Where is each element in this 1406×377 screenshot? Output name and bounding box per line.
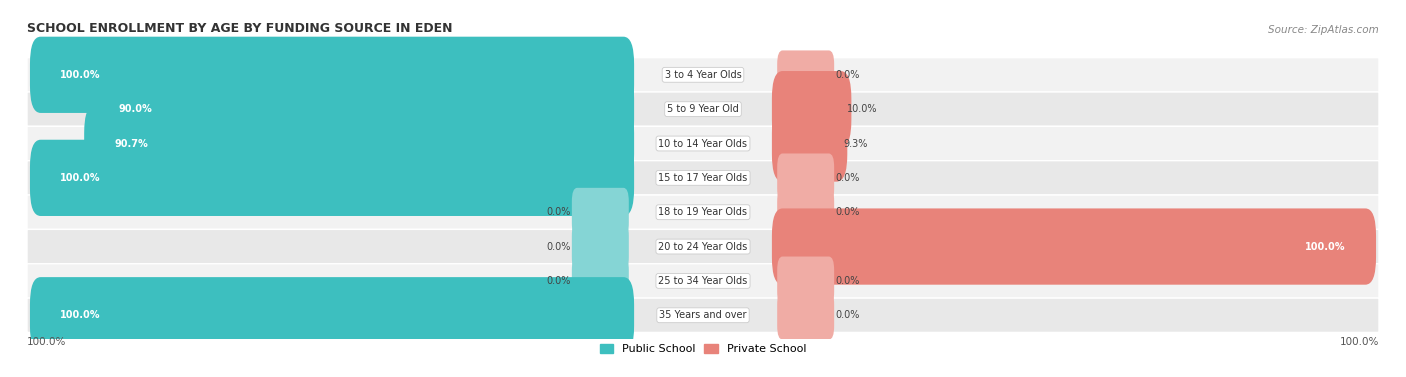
FancyBboxPatch shape <box>30 277 634 353</box>
Text: 100.0%: 100.0% <box>60 310 101 320</box>
FancyBboxPatch shape <box>27 195 1379 229</box>
FancyBboxPatch shape <box>572 222 628 271</box>
Text: 100.0%: 100.0% <box>60 70 101 80</box>
Text: 0.0%: 0.0% <box>835 310 860 320</box>
FancyBboxPatch shape <box>27 92 1379 126</box>
Text: 10.0%: 10.0% <box>848 104 877 114</box>
FancyBboxPatch shape <box>27 126 1379 161</box>
Text: 5 to 9 Year Old: 5 to 9 Year Old <box>666 104 740 114</box>
Text: 90.7%: 90.7% <box>115 138 149 149</box>
FancyBboxPatch shape <box>27 229 1379 264</box>
FancyBboxPatch shape <box>84 106 634 182</box>
FancyBboxPatch shape <box>772 71 852 147</box>
FancyBboxPatch shape <box>30 37 634 113</box>
Text: 20 to 24 Year Olds: 20 to 24 Year Olds <box>658 242 748 251</box>
FancyBboxPatch shape <box>89 71 634 147</box>
Text: 100.0%: 100.0% <box>1305 242 1346 251</box>
Text: 3 to 4 Year Olds: 3 to 4 Year Olds <box>665 70 741 80</box>
FancyBboxPatch shape <box>778 153 834 202</box>
Text: SCHOOL ENROLLMENT BY AGE BY FUNDING SOURCE IN EDEN: SCHOOL ENROLLMENT BY AGE BY FUNDING SOUR… <box>27 22 453 35</box>
Text: Source: ZipAtlas.com: Source: ZipAtlas.com <box>1268 25 1379 35</box>
FancyBboxPatch shape <box>778 291 834 340</box>
FancyBboxPatch shape <box>27 298 1379 333</box>
Text: 0.0%: 0.0% <box>546 207 571 217</box>
Text: 0.0%: 0.0% <box>835 70 860 80</box>
FancyBboxPatch shape <box>27 58 1379 92</box>
Text: 100.0%: 100.0% <box>27 337 66 346</box>
FancyBboxPatch shape <box>772 106 848 182</box>
Text: 90.0%: 90.0% <box>118 104 152 114</box>
Text: 18 to 19 Year Olds: 18 to 19 Year Olds <box>658 207 748 217</box>
Text: 9.3%: 9.3% <box>844 138 868 149</box>
FancyBboxPatch shape <box>572 188 628 237</box>
Text: 0.0%: 0.0% <box>835 173 860 183</box>
Legend: Public School, Private School: Public School, Private School <box>595 339 811 359</box>
Text: 10 to 14 Year Olds: 10 to 14 Year Olds <box>658 138 748 149</box>
Text: 100.0%: 100.0% <box>60 173 101 183</box>
FancyBboxPatch shape <box>27 264 1379 298</box>
FancyBboxPatch shape <box>778 51 834 99</box>
FancyBboxPatch shape <box>30 140 634 216</box>
Text: 25 to 34 Year Olds: 25 to 34 Year Olds <box>658 276 748 286</box>
Text: 0.0%: 0.0% <box>835 276 860 286</box>
FancyBboxPatch shape <box>778 188 834 237</box>
FancyBboxPatch shape <box>27 161 1379 195</box>
Text: 35 Years and over: 35 Years and over <box>659 310 747 320</box>
Text: 0.0%: 0.0% <box>546 276 571 286</box>
FancyBboxPatch shape <box>572 256 628 305</box>
Text: 100.0%: 100.0% <box>1340 337 1379 346</box>
Text: 15 to 17 Year Olds: 15 to 17 Year Olds <box>658 173 748 183</box>
Text: 0.0%: 0.0% <box>546 242 571 251</box>
Text: 0.0%: 0.0% <box>835 207 860 217</box>
FancyBboxPatch shape <box>772 208 1376 285</box>
FancyBboxPatch shape <box>778 256 834 305</box>
